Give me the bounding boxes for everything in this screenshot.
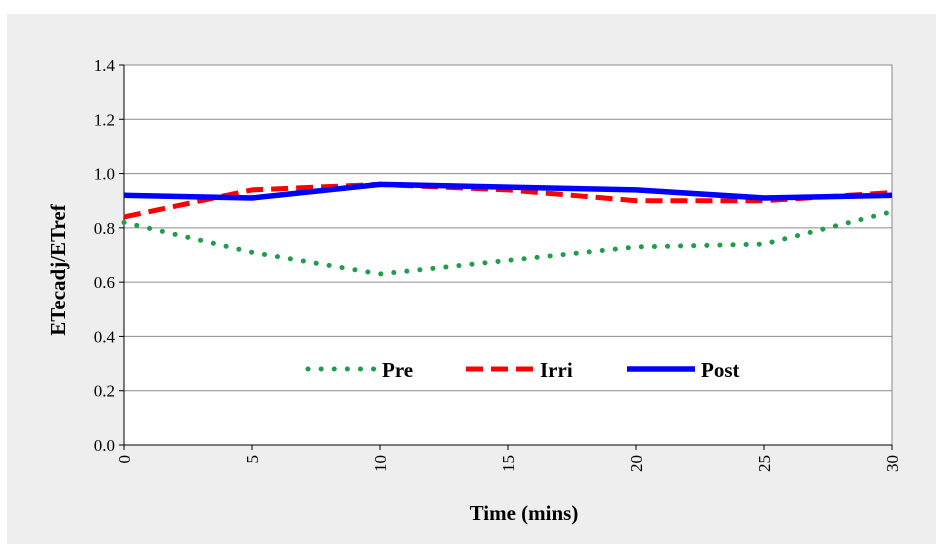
x-tick-label: 20 [627, 455, 646, 472]
y-tick-label: 0.6 [94, 273, 115, 292]
plot-area [123, 64, 893, 446]
x-tick-label: 5 [243, 455, 262, 464]
y-tick-label: 0.2 [94, 382, 115, 401]
legend-label-post: Post [701, 358, 740, 382]
legend-label-pre: Pre [382, 358, 413, 382]
y-tick-label: 0.8 [94, 219, 115, 238]
x-axis-ticks: 0 5 10 15 20 25 30 [115, 444, 902, 472]
series-line-pre [121, 209, 895, 277]
y-tick-label: 1.2 [94, 110, 115, 129]
y-tick-label: 0.4 [94, 327, 116, 346]
x-tick-label: 30 [883, 455, 902, 472]
legend-label-irri: Irri [540, 358, 573, 382]
legend: Pre Irri Post [305, 358, 740, 382]
series-line-post [123, 181, 893, 201]
y-axis-ticks: 0.0 0.2 0.4 0.6 0.8 1.0 1.2 1.4 [94, 56, 125, 455]
y-axis-label: ETecadj/ETref [46, 203, 70, 335]
x-tick-label: 10 [371, 455, 390, 472]
x-axis-label: Time (mins) [470, 501, 579, 525]
y-tick-label: 0.0 [94, 436, 115, 455]
x-tick-label: 0 [115, 455, 134, 464]
series-line-irri [123, 181, 893, 220]
gridlines [124, 118, 892, 392]
y-tick-label: 1.0 [94, 165, 115, 184]
x-tick-label: 25 [755, 455, 774, 472]
series-lines [121, 181, 895, 277]
x-tick-label: 15 [499, 455, 518, 472]
y-tick-label: 1.4 [94, 56, 116, 75]
